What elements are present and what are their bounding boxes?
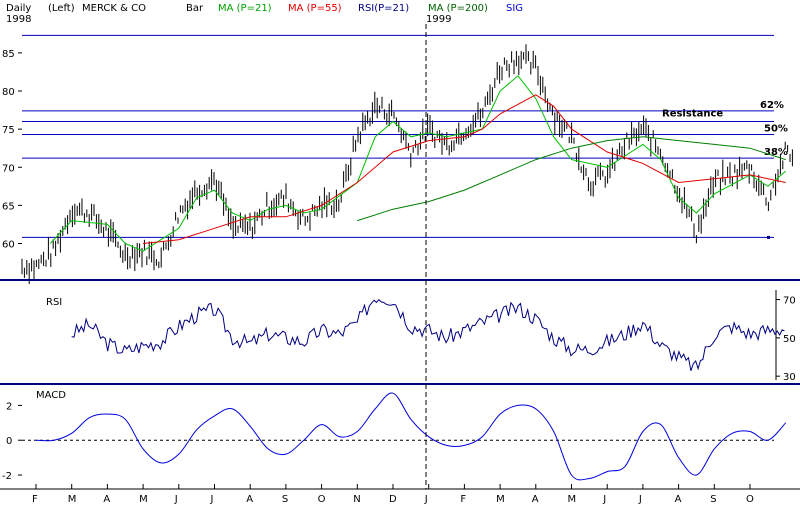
year-left-label: 1998 xyxy=(6,14,31,25)
rsi-line xyxy=(71,298,785,371)
price-tick-label: 70 xyxy=(2,163,15,174)
legend-entry: MA (P=200) xyxy=(428,3,488,14)
chart-style-label: Bar xyxy=(186,3,204,14)
month-label: F xyxy=(32,494,38,505)
legend-entry: SIG xyxy=(506,3,523,14)
month-label: O xyxy=(746,494,754,505)
legend: MA (P=21) MA (P=55) RSI(P=21) MA (P=200) SIG xyxy=(218,3,523,14)
macd-tick-label: 2 xyxy=(6,401,12,412)
month-label: J xyxy=(638,494,642,505)
month-label: J xyxy=(210,494,214,505)
legend-entry: RSI(P=21) xyxy=(358,3,409,14)
rsi-panel-title: RSI xyxy=(46,297,62,308)
macd-tick-label: 0 xyxy=(6,436,12,447)
month-label: J xyxy=(602,494,606,505)
rsi-tick-label: 70 xyxy=(783,296,796,307)
ticker-label: MERCK & CO xyxy=(82,3,146,14)
moving-average-line xyxy=(143,94,786,244)
axis-side-label: (Left) xyxy=(48,3,75,14)
price-panel: 60 65 70 75 80 85 62% Resistance 50% 38% xyxy=(2,34,793,284)
month-label: A xyxy=(103,494,110,505)
rsi-tick-label: 50 xyxy=(783,334,796,345)
macd-panel: MACD -2 0 2 xyxy=(2,390,787,482)
month-label: N xyxy=(353,494,360,505)
month-label: S xyxy=(710,494,716,505)
price-bars xyxy=(21,44,793,284)
period-label: Daily xyxy=(6,3,31,14)
month-label: S xyxy=(282,494,288,505)
price-tick-label: 80 xyxy=(2,87,15,98)
rsi-panel: RSI 30 50 70 xyxy=(46,290,796,383)
macd-panel-title: MACD xyxy=(36,390,66,401)
month-label: A xyxy=(246,494,253,505)
month-label: O xyxy=(318,494,326,505)
level-label: 62% xyxy=(760,100,784,111)
legend-entry: MA (P=55) xyxy=(288,3,342,14)
month-label: F xyxy=(460,494,466,505)
month-label: A xyxy=(675,494,682,505)
month-label: J xyxy=(424,494,428,505)
end-marker xyxy=(767,235,770,239)
month-label: M xyxy=(496,494,505,505)
month-label: M xyxy=(68,494,77,505)
year-right-label: 1999 xyxy=(426,14,451,25)
level-label: Resistance xyxy=(662,109,723,120)
price-tick-label: 60 xyxy=(2,240,15,251)
moving-average-line xyxy=(49,75,787,252)
moving-average-line xyxy=(357,136,786,222)
month-label: A xyxy=(532,494,539,505)
price-tick-label: 85 xyxy=(2,49,15,60)
month-label: M xyxy=(139,494,148,505)
month-label: M xyxy=(568,494,577,505)
chart-frame xyxy=(0,24,800,490)
rsi-tick-label: 30 xyxy=(783,372,796,383)
month-label: J xyxy=(174,494,178,505)
price-tick-label: 65 xyxy=(2,201,15,212)
price-tick-label: 75 xyxy=(2,125,15,136)
legend-entry: MA (P=21) xyxy=(218,3,272,14)
macd-tick-label: -2 xyxy=(2,471,12,482)
month-label: D xyxy=(389,494,397,505)
level-label: 50% xyxy=(764,123,788,134)
level-label: 38% xyxy=(764,147,788,158)
macd-line xyxy=(35,392,787,481)
